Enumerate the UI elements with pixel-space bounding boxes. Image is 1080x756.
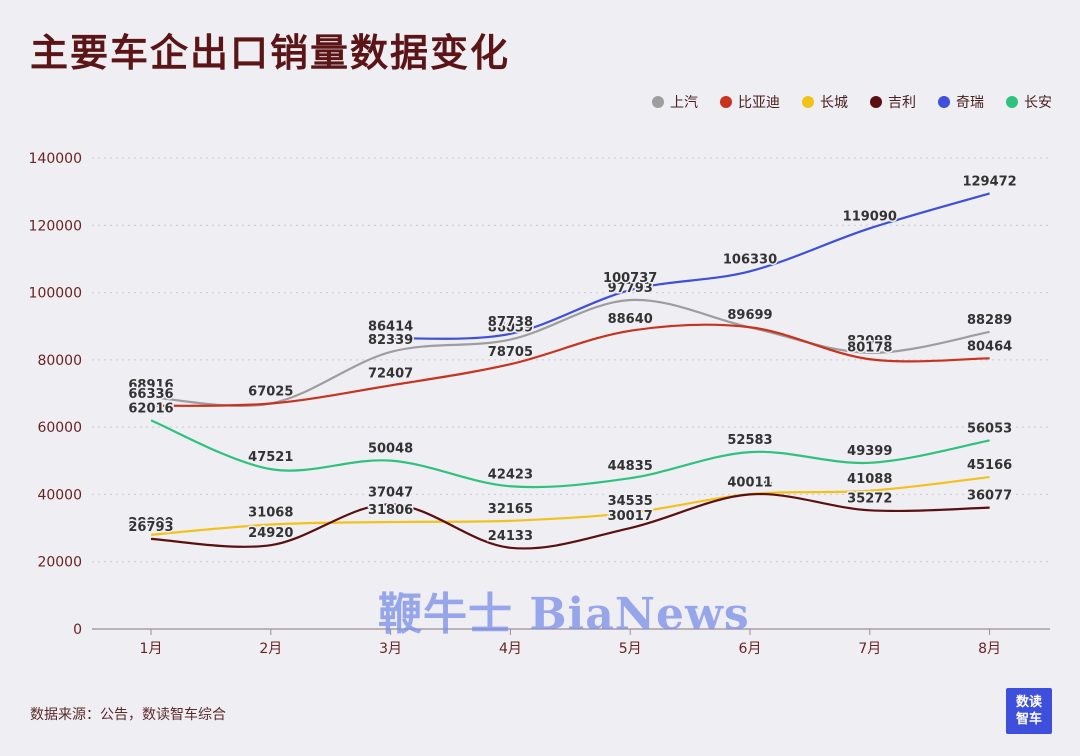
data-label-geely: 24133 (488, 529, 533, 544)
legend-marker (938, 96, 950, 108)
data-label-saic: 88289 (967, 313, 1012, 328)
data-label-saic: 86039 (488, 321, 533, 336)
y-tick-label: 100000 (29, 286, 82, 302)
data-label-chery: 106330 (723, 252, 777, 267)
legend-marker (1006, 96, 1018, 108)
series-line-changan (150, 419, 990, 489)
legend-label: 比亚迪 (738, 95, 780, 111)
legend-item-greatwall: 长城 (802, 92, 848, 112)
legend-marker (720, 96, 732, 108)
legend-marker (802, 96, 814, 108)
data-label-changan: 49399 (847, 444, 892, 459)
y-tick-label: 20000 (37, 555, 82, 571)
legend-label: 长城 (820, 95, 848, 111)
legend-item-changan: 长安 (1006, 92, 1052, 112)
data-label-geely: 26793 (128, 520, 173, 535)
data-label-changan: 52583 (727, 433, 772, 448)
series-line-geely (150, 492, 990, 550)
data-label-byd: 89699 (727, 308, 772, 323)
data-label-byd: 80178 (847, 340, 892, 355)
data-label-chery: 100737 (603, 271, 657, 286)
x-tick-label: 6月 (739, 641, 762, 657)
y-tick-label: 120000 (29, 218, 82, 234)
x-tick-label: 7月 (858, 641, 881, 657)
y-tick-label: 140000 (29, 151, 82, 167)
data-label-greatwall: 41088 (847, 472, 892, 487)
data-label-greatwall: 31068 (248, 505, 293, 520)
data-label-greatwall: 40114 (727, 475, 772, 490)
data-label-changan: 50048 (368, 442, 413, 457)
legend-label: 奇瑞 (956, 95, 984, 111)
data-label-saic: 82339 (368, 333, 413, 348)
data-label-byd: 67025 (248, 385, 293, 400)
x-tick-label: 1月 (140, 641, 163, 657)
data-label-changan: 62016 (128, 401, 173, 416)
data-label-byd: 78705 (488, 345, 533, 360)
y-tick-label: 60000 (37, 420, 82, 436)
line-chart: 0 20000 40000 60000 80000 100000 120000 140000 1… (29, 151, 1050, 657)
x-tick-label: 2月 (259, 641, 282, 657)
data-label-chery: 129472 (962, 174, 1016, 189)
data-label-saic: 67025 (248, 385, 293, 400)
data-label-geely: 35272 (847, 491, 892, 506)
logo-line2: 智车 (1015, 712, 1042, 727)
legend-label: 上汽 (670, 95, 698, 111)
data-label-greatwall: 45166 (967, 458, 1012, 473)
data-label-geely: 30017 (608, 509, 653, 524)
series-line-saic (150, 298, 990, 407)
data-label-chery: 86414 (368, 319, 413, 334)
data-label-saic: 89645 (727, 308, 772, 323)
legend-label: 长安 (1024, 95, 1052, 111)
data-label-chery: 87738 (488, 315, 533, 330)
data-label-saic: 97793 (608, 281, 653, 296)
y-tick-label: 40000 (37, 487, 82, 503)
data-label-greatwall: 34535 (608, 494, 653, 509)
x-tick-label: 8月 (978, 641, 1001, 657)
series-line-byd (150, 323, 990, 407)
data-label-changan: 44835 (608, 459, 653, 474)
legend-item-geely: 吉利 (870, 92, 916, 112)
data-label-chery: 119090 (843, 209, 897, 224)
y-tick-label: 80000 (37, 353, 82, 369)
data-label-changan: 47521 (248, 450, 293, 465)
data-label-greatwall: 28000 (128, 516, 173, 531)
data-label-geely: 40011 (727, 475, 772, 490)
y-tick-label: 0 (73, 622, 82, 638)
chart-title: 主要车企出口销量数据变化 (30, 31, 511, 75)
source-note: 数据来源：公告，数读智车综合 (30, 707, 226, 723)
data-label-byd: 80464 (967, 339, 1012, 354)
data-label-geely: 24920 (248, 526, 293, 541)
data-label-geely: 36077 (967, 489, 1012, 504)
series-line-chery (390, 192, 990, 340)
data-label-byd: 72407 (368, 366, 413, 381)
legend: 上汽 比亚迪 长城 吉利 奇瑞 长安 (652, 92, 1052, 112)
legend-item-byd: 比亚迪 (720, 92, 780, 112)
data-label-saic: 82098 (847, 334, 892, 349)
data-label-byd: 66336 (128, 387, 173, 402)
legend-marker (652, 96, 664, 108)
brand-logo: 数读 智车 (1006, 688, 1052, 734)
legend-label: 吉利 (888, 95, 916, 111)
x-tick-label: 4月 (499, 641, 522, 657)
legend-marker (870, 96, 882, 108)
data-label-changan: 42423 (488, 467, 533, 482)
logo-line1: 数读 (1015, 695, 1042, 710)
series-line-greatwall (150, 475, 990, 536)
data-label-greatwall: 32165 (488, 502, 533, 517)
data-label-saic: 68916 (128, 378, 173, 393)
x-tick-label: 5月 (619, 641, 642, 657)
x-tick-label: 3月 (379, 641, 402, 657)
watermark: 鞭牛士 BiaNews (378, 589, 750, 640)
legend-item-chery: 奇瑞 (938, 92, 984, 112)
legend-item-saic: 上汽 (652, 92, 698, 112)
data-label-geely: 37047 (368, 485, 413, 500)
data-label-changan: 56053 (967, 421, 1012, 436)
data-label-byd: 88640 (608, 312, 653, 327)
data-label-greatwall: 31806 (368, 503, 413, 518)
